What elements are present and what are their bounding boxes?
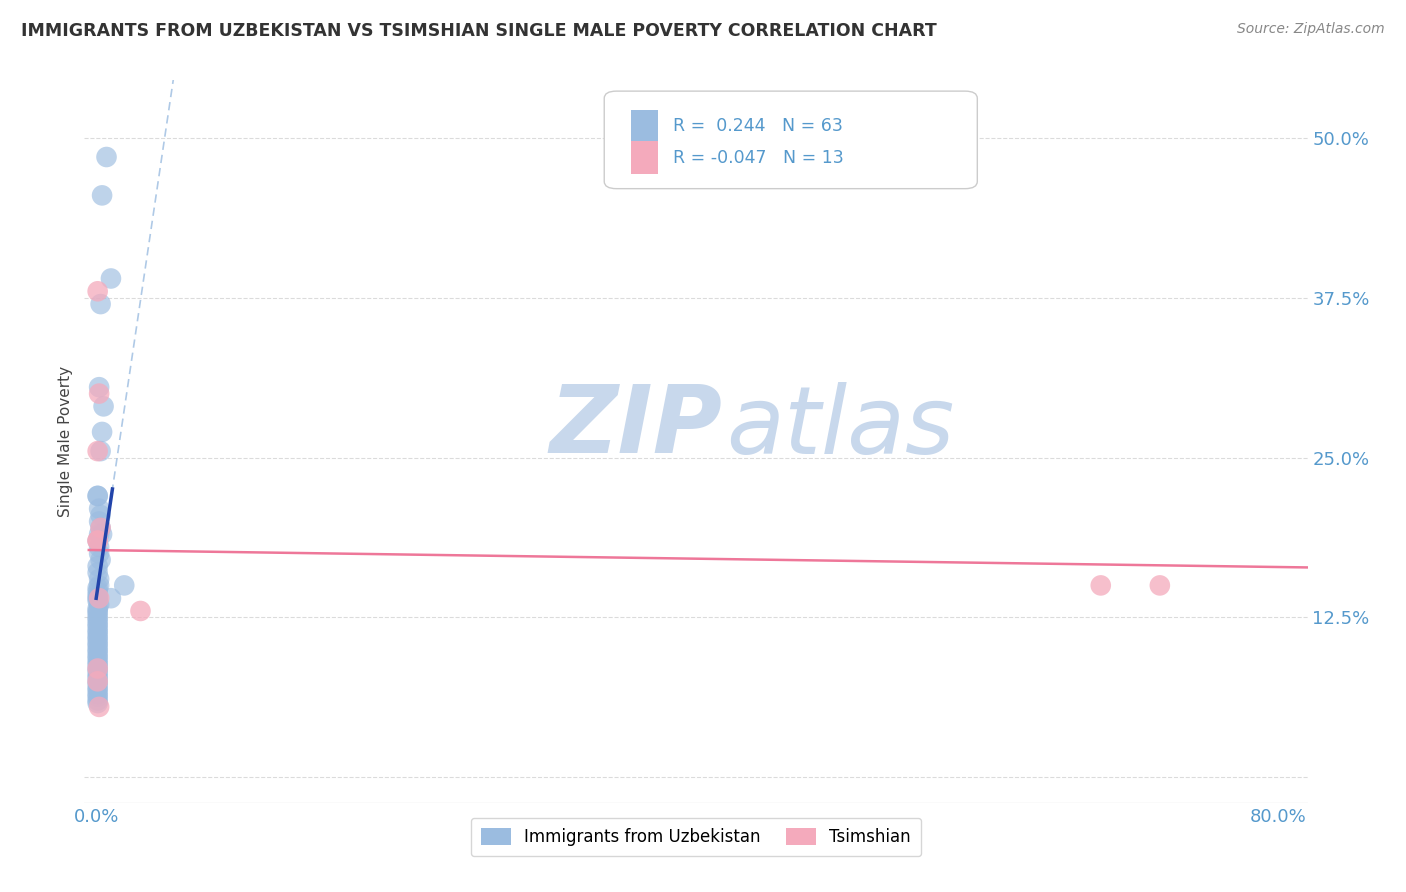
Point bbox=[86, 489, 108, 503]
Point bbox=[86, 610, 108, 624]
Point bbox=[86, 619, 108, 633]
Point bbox=[86, 607, 108, 621]
Point bbox=[86, 632, 108, 646]
Point bbox=[86, 681, 108, 695]
Point bbox=[86, 593, 108, 607]
Bar bbox=[631, 141, 658, 174]
Point bbox=[86, 581, 108, 595]
Point bbox=[86, 584, 108, 599]
Point bbox=[86, 533, 108, 548]
Point bbox=[100, 591, 122, 606]
Point bbox=[86, 616, 108, 631]
Point bbox=[90, 553, 112, 567]
Point bbox=[86, 696, 108, 710]
Text: IMMIGRANTS FROM UZBEKISTAN VS TSIMSHIAN SINGLE MALE POVERTY CORRELATION CHART: IMMIGRANTS FROM UZBEKISTAN VS TSIMSHIAN … bbox=[21, 22, 936, 40]
Point bbox=[86, 661, 108, 675]
Point bbox=[86, 444, 108, 458]
Point bbox=[86, 533, 108, 548]
Point bbox=[90, 444, 112, 458]
Point bbox=[112, 578, 135, 592]
Bar bbox=[631, 110, 658, 142]
Text: ZIP: ZIP bbox=[550, 381, 723, 473]
Point bbox=[86, 489, 108, 503]
Point bbox=[89, 572, 111, 586]
Point bbox=[91, 527, 114, 541]
Point bbox=[89, 501, 111, 516]
Point bbox=[86, 651, 108, 665]
Point bbox=[86, 623, 108, 637]
Point bbox=[86, 559, 108, 574]
Point bbox=[1149, 578, 1171, 592]
Point bbox=[86, 533, 108, 548]
Point bbox=[86, 661, 108, 675]
Point bbox=[89, 527, 111, 541]
Point bbox=[89, 380, 111, 394]
Point bbox=[86, 566, 108, 580]
Point bbox=[129, 604, 152, 618]
Point bbox=[86, 677, 108, 691]
Point bbox=[86, 613, 108, 627]
Point bbox=[86, 664, 108, 678]
Point bbox=[86, 601, 108, 615]
Point bbox=[90, 508, 112, 522]
Point bbox=[86, 648, 108, 663]
Y-axis label: Single Male Poverty: Single Male Poverty bbox=[58, 366, 73, 517]
Point bbox=[100, 271, 122, 285]
Point bbox=[86, 630, 108, 644]
Point bbox=[89, 540, 111, 554]
FancyBboxPatch shape bbox=[605, 91, 977, 189]
Point bbox=[89, 578, 111, 592]
Point bbox=[90, 297, 112, 311]
Point bbox=[93, 400, 115, 414]
Point bbox=[1090, 578, 1112, 592]
Point bbox=[86, 668, 108, 682]
Point bbox=[96, 150, 118, 164]
Text: R = -0.047   N = 13: R = -0.047 N = 13 bbox=[672, 149, 844, 167]
Point bbox=[86, 625, 108, 640]
Point bbox=[86, 655, 108, 669]
Point bbox=[86, 693, 108, 707]
Point bbox=[89, 699, 111, 714]
Point bbox=[86, 671, 108, 685]
Text: R =  0.244   N = 63: R = 0.244 N = 63 bbox=[672, 117, 842, 135]
Point bbox=[89, 598, 111, 612]
Point bbox=[86, 591, 108, 606]
Point bbox=[90, 521, 112, 535]
Point bbox=[86, 683, 108, 698]
Point bbox=[89, 546, 111, 560]
Point bbox=[86, 285, 108, 299]
Point bbox=[86, 604, 108, 618]
Text: atlas: atlas bbox=[727, 382, 955, 473]
Point bbox=[86, 657, 108, 672]
Point bbox=[86, 687, 108, 701]
Point bbox=[91, 425, 114, 439]
Point bbox=[90, 521, 112, 535]
Point bbox=[86, 639, 108, 653]
Point bbox=[89, 591, 111, 606]
Point bbox=[86, 636, 108, 650]
Point bbox=[89, 515, 111, 529]
Point bbox=[86, 690, 108, 704]
Point bbox=[86, 642, 108, 657]
Point bbox=[86, 589, 108, 603]
Point bbox=[86, 645, 108, 659]
Point bbox=[89, 386, 111, 401]
Point bbox=[86, 674, 108, 689]
Text: Source: ZipAtlas.com: Source: ZipAtlas.com bbox=[1237, 22, 1385, 37]
Legend: Immigrants from Uzbekistan, Tsimshian: Immigrants from Uzbekistan, Tsimshian bbox=[471, 818, 921, 856]
Point bbox=[86, 674, 108, 689]
Point bbox=[91, 188, 114, 202]
